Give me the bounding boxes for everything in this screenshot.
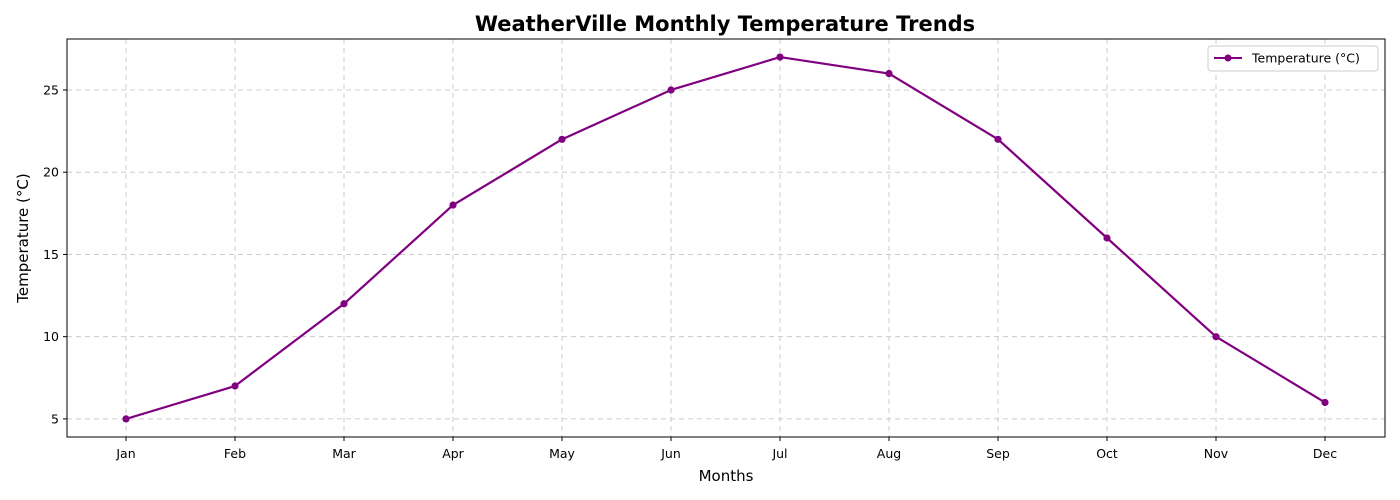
data-point-feb — [231, 382, 239, 390]
data-point-mar — [340, 300, 348, 308]
data-point-sep — [994, 135, 1002, 143]
x-tick-label-feb: Feb — [224, 446, 246, 461]
legend-box — [1207, 45, 1379, 72]
grid-layer — [67, 39, 1385, 437]
series-layer — [122, 53, 1329, 423]
data-point-jun — [667, 86, 675, 94]
series-line-temperature — [124, 55, 1327, 421]
x-tick-label-jul: Jul — [771, 446, 787, 461]
plot-frame — [66, 38, 1386, 438]
x-tick-label-jan: Jan — [115, 446, 135, 461]
x-tick-label-sep: Sep — [986, 446, 1010, 461]
data-point-nov — [1212, 333, 1220, 341]
y-tick-label-5: 5 — [51, 411, 59, 426]
data-point-dec — [1321, 398, 1329, 407]
tick-layer: Jan Feb Mar Apr May Jun Jul Aug Sep Oct Nov Dec 5 10 1… — [43, 82, 1337, 461]
chart-title: WeatherVille Monthly Temperature Trends — [475, 12, 975, 36]
x-tick-label-may: May — [549, 446, 575, 461]
y-tick-label-15: 15 — [43, 247, 59, 262]
x-axis-label: Months — [699, 467, 754, 485]
data-point-aug — [885, 69, 893, 78]
y-tick-label-25: 25 — [43, 82, 59, 97]
y-axis-label: Temperature (°C) — [14, 173, 32, 303]
y-tick-label-20: 20 — [43, 165, 59, 180]
legend-marker-swatch — [1224, 54, 1232, 62]
x-tick-label-aug: Aug — [877, 446, 901, 461]
data-point-oct — [1103, 234, 1111, 242]
legend: Temperature (°C) — [1207, 45, 1379, 72]
x-tick-label-mar: Mar — [332, 446, 356, 461]
x-tick-label-oct: Oct — [1096, 446, 1118, 461]
x-tick-label-dec: Dec — [1313, 446, 1337, 461]
legend-entry-temperature: Temperature (°C) — [1251, 51, 1360, 66]
data-point-may — [558, 135, 566, 143]
x-tick-label-apr: Apr — [442, 446, 464, 461]
x-tick-label-jun: Jun — [660, 446, 681, 461]
data-point-apr — [449, 201, 457, 209]
y-tick-label-10: 10 — [43, 329, 59, 344]
data-point-jan — [122, 415, 130, 423]
data-point-jul — [776, 53, 784, 61]
x-tick-label-nov: Nov — [1204, 446, 1229, 461]
